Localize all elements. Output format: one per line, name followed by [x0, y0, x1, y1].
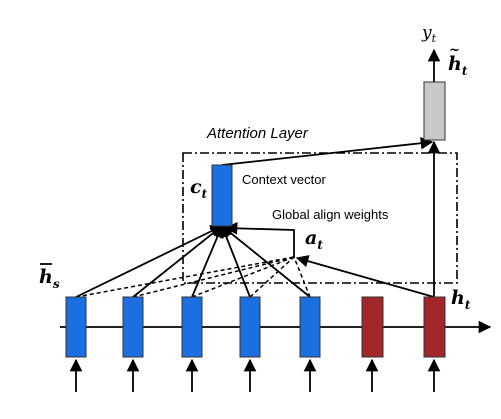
attn-hidden-symbol: ht ~ — [448, 43, 468, 78]
source-hidden-symbol: hs — [39, 263, 60, 291]
svg-text:ht: ht — [448, 53, 468, 78]
context-vector-box — [211, 164, 233, 227]
svg-text:hs: hs — [39, 266, 60, 291]
context-lines — [75, 224, 311, 298]
encoder-box — [65, 296, 87, 358]
align-weights-label: Global align weights — [272, 207, 389, 222]
align-to-context-line — [224, 222, 295, 258]
target-hidden-symbol: ht — [451, 287, 471, 312]
attention-layer-box — [182, 152, 458, 284]
encoder-box — [299, 296, 321, 358]
context-symbol: ct — [190, 176, 208, 201]
output-symbol: yt — [421, 23, 437, 45]
encoder-states — [65, 296, 321, 358]
decoder-box — [423, 296, 446, 358]
target-to-align-line — [295, 255, 435, 298]
encoder-box — [122, 296, 144, 358]
decoder-box — [361, 296, 384, 358]
input-arrows — [69, 358, 441, 392]
attention-layer-title: Attention Layer — [206, 125, 309, 142]
svg-text:~: ~ — [449, 43, 460, 58]
decoder-states — [361, 296, 446, 358]
align-symbol: at — [305, 227, 323, 252]
attentional-hidden-box — [423, 81, 446, 141]
context-to-attn-line — [221, 136, 434, 166]
encoder-box — [239, 296, 261, 358]
encoder-box — [181, 296, 203, 358]
context-vector-label: Context vector — [242, 172, 326, 187]
align-dashed-lines — [75, 256, 311, 298]
